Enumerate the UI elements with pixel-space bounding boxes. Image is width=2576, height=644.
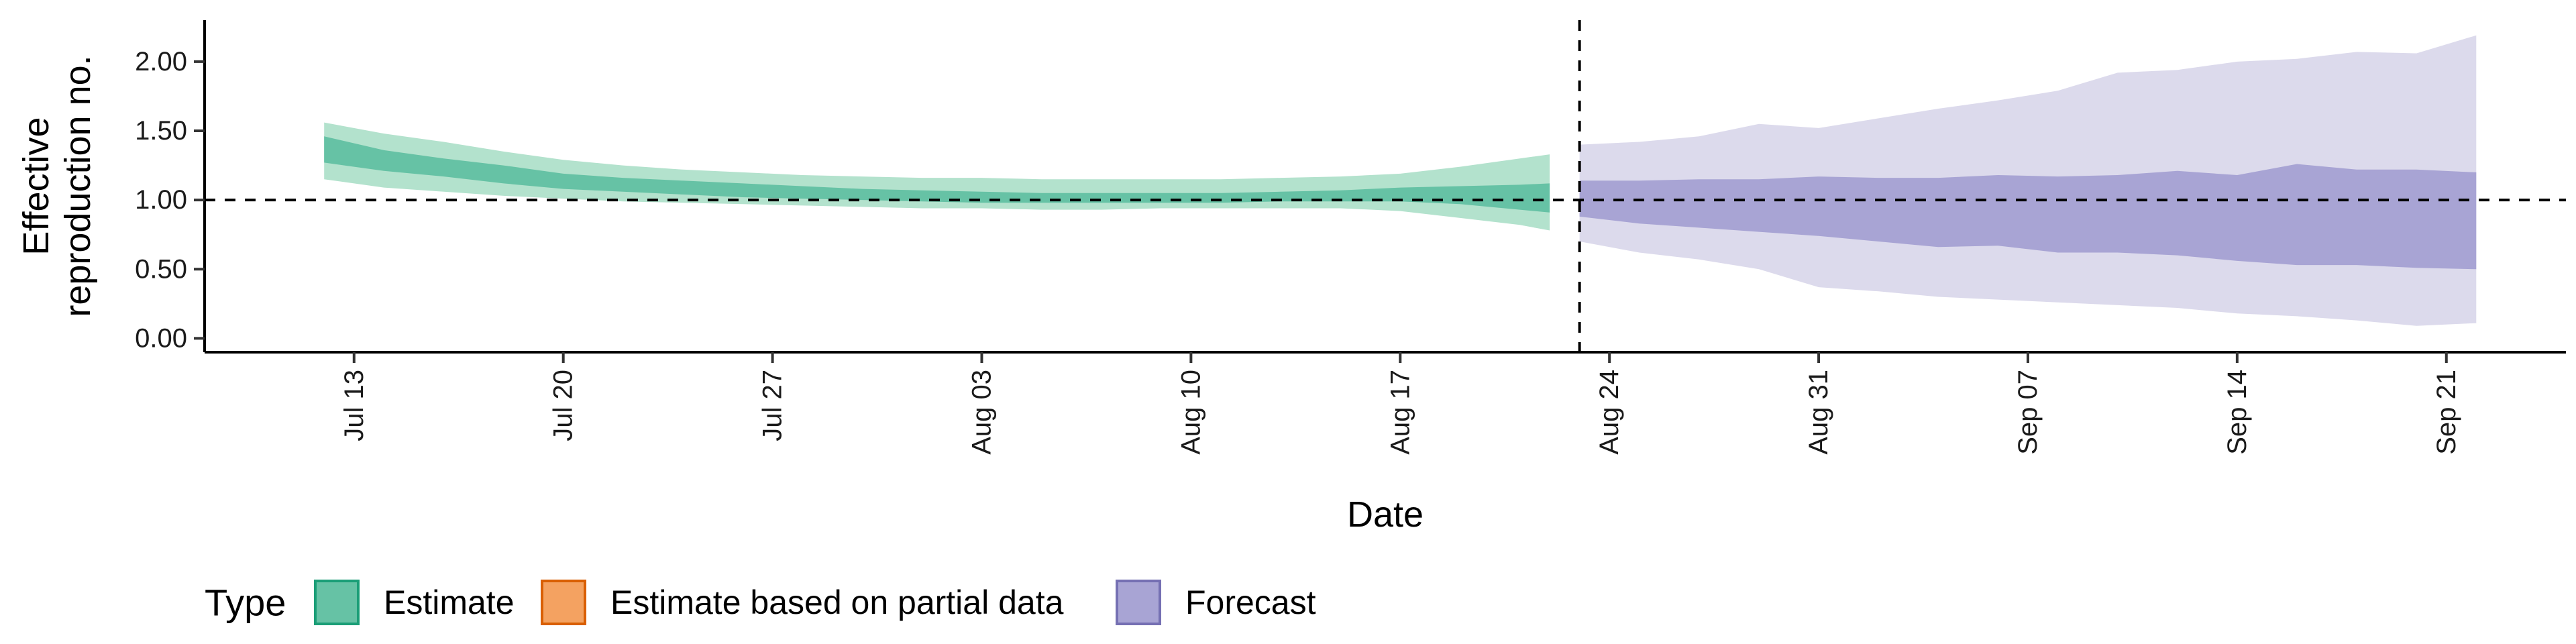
x-tick-label: Aug 03: [967, 370, 997, 455]
forecast-inner-ribbon: [1579, 164, 2477, 270]
y-tick-label: 0.00: [135, 323, 187, 353]
x-tick-label: Aug 17: [1385, 370, 1415, 455]
legend-title: Type: [205, 582, 286, 624]
x-tick-label: Aug 24: [1595, 370, 1624, 455]
y-axis-ticks: 0.00 0.50 1.00 1.50 2.00: [135, 47, 205, 353]
reference-lines: [205, 20, 2566, 352]
x-tick-label: Aug 31: [1804, 370, 1833, 455]
y-tick-label: 1.00: [135, 185, 187, 215]
x-axis-title: Date: [1347, 494, 1424, 535]
x-tick-label: Sep 07: [2013, 370, 2043, 455]
y-tick-label: 0.50: [135, 254, 187, 284]
x-tick-label: Sep 21: [2432, 370, 2461, 455]
ribbon-layer: [324, 35, 2477, 326]
x-tick-label: Jul 20: [549, 370, 578, 441]
legend-key: [1116, 580, 1161, 625]
x-axis-ticks: Jul 13 Jul 20 Jul 27 Aug 03 Aug 10 Aug 17 Aug …: [339, 352, 2461, 455]
y-axis-title: Effective reproduction no.: [16, 55, 98, 317]
y-axis-title-line: reproduction no.: [58, 55, 98, 317]
x-tick-label: Sep 14: [2222, 370, 2252, 455]
x-tick-label: Jul 27: [758, 370, 788, 441]
x-tick-label: Jul 13: [339, 370, 369, 441]
x-tick-label: Aug 10: [1176, 370, 1205, 455]
y-tick-label: 1.50: [135, 116, 187, 146]
legend-label: Estimate based on partial data: [610, 584, 1064, 621]
legend-key: [541, 580, 586, 625]
y-axis-title-line: Effective: [16, 117, 56, 255]
estimate-outer-ribbon: [324, 122, 1550, 231]
legend-label: Forecast: [1185, 584, 1316, 621]
estimate-inner-ribbon: [324, 136, 1550, 213]
legend-key: [314, 580, 360, 625]
legend: Type Estimate Estimate based on partial da…: [205, 580, 1316, 625]
y-tick-label: 2.00: [135, 47, 187, 76]
axes: [203, 20, 2566, 354]
legend-label: Estimate: [384, 584, 515, 621]
